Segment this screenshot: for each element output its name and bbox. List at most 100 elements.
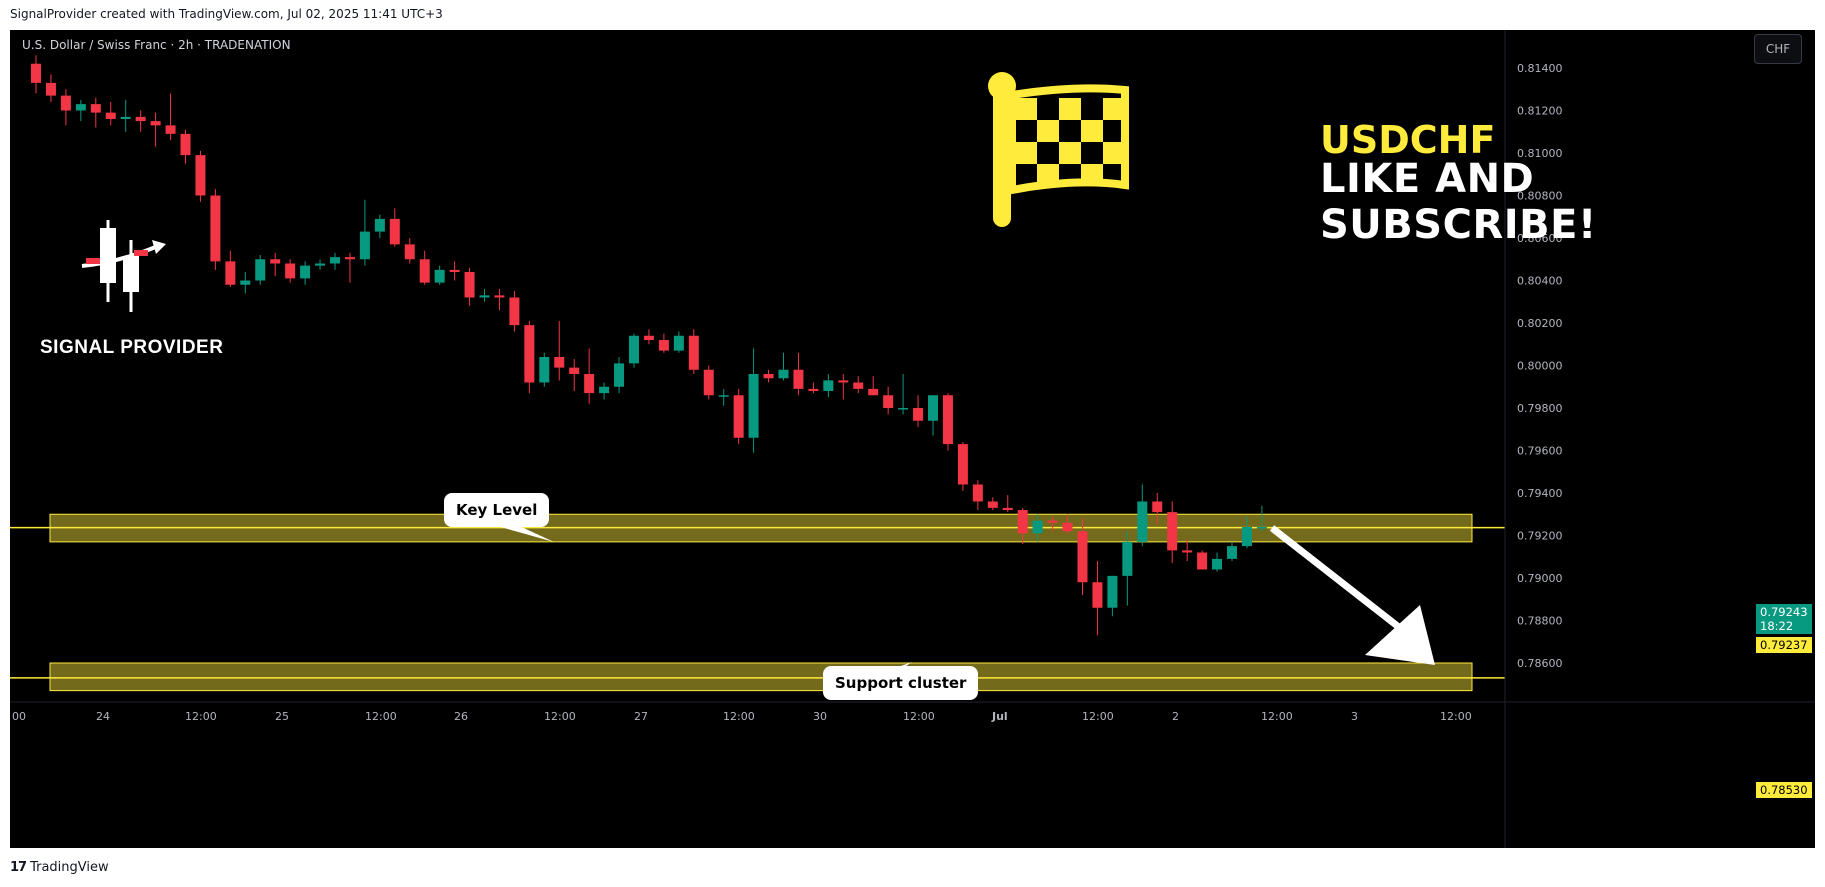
candle-body xyxy=(599,386,610,394)
candle[interactable] xyxy=(359,199,370,266)
candle[interactable] xyxy=(883,386,894,415)
candle[interactable] xyxy=(434,265,445,285)
candle-body xyxy=(419,259,430,283)
candle-body xyxy=(972,484,983,502)
candle[interactable] xyxy=(120,99,131,132)
candle[interactable] xyxy=(823,374,834,398)
candle[interactable] xyxy=(554,320,565,381)
candle-body xyxy=(1241,527,1252,547)
y-tick-label: 0.79000 xyxy=(1517,572,1563,585)
candle[interactable] xyxy=(853,376,864,394)
candle[interactable] xyxy=(898,374,909,415)
candle[interactable] xyxy=(300,261,311,285)
candle[interactable] xyxy=(90,97,101,128)
candle[interactable] xyxy=(913,395,924,428)
candle[interactable] xyxy=(404,238,415,264)
candle[interactable] xyxy=(389,208,400,247)
candle[interactable] xyxy=(240,272,251,294)
support-zone[interactable] xyxy=(49,662,1473,692)
candle[interactable] xyxy=(942,393,953,451)
candle-body xyxy=(210,195,221,262)
candle[interactable] xyxy=(733,388,744,445)
candle[interactable] xyxy=(793,352,804,396)
candle[interactable] xyxy=(105,102,116,126)
candle[interactable] xyxy=(344,252,355,283)
candle[interactable] xyxy=(838,374,849,400)
candle-body xyxy=(315,263,326,266)
candle[interactable] xyxy=(614,357,625,394)
candle[interactable] xyxy=(703,365,714,400)
candle[interactable] xyxy=(45,74,56,102)
candle[interactable] xyxy=(599,382,610,400)
candle[interactable] xyxy=(225,250,236,287)
candle[interactable] xyxy=(150,112,161,147)
candle[interactable] xyxy=(255,255,266,285)
candle[interactable] xyxy=(1002,495,1013,513)
candle[interactable] xyxy=(1197,550,1208,570)
candle[interactable] xyxy=(60,89,71,126)
candle[interactable] xyxy=(718,388,729,406)
candle[interactable] xyxy=(195,150,206,202)
candle[interactable] xyxy=(1241,516,1252,549)
candle[interactable] xyxy=(509,291,520,332)
candle[interactable] xyxy=(643,329,654,345)
candle[interactable] xyxy=(584,348,595,404)
candle[interactable] xyxy=(1062,514,1073,534)
candle[interactable] xyxy=(688,329,699,374)
candle[interactable] xyxy=(1152,493,1163,525)
candle[interactable] xyxy=(957,442,968,491)
candle[interactable] xyxy=(1227,541,1237,561)
candle[interactable] xyxy=(1077,518,1088,596)
currency-button[interactable]: CHF xyxy=(1754,34,1802,64)
candle[interactable] xyxy=(1017,507,1028,544)
candle[interactable] xyxy=(449,261,460,281)
candle[interactable] xyxy=(165,93,176,141)
candle[interactable] xyxy=(1107,575,1118,617)
candle[interactable] xyxy=(330,252,340,270)
candle[interactable] xyxy=(972,480,983,510)
candle[interactable] xyxy=(658,333,669,353)
candle[interactable] xyxy=(808,382,819,394)
candle[interactable] xyxy=(1256,505,1267,532)
candle[interactable] xyxy=(539,352,550,387)
candle[interactable] xyxy=(75,99,86,122)
support-price-tag: 0.78530 xyxy=(1756,782,1812,798)
candle[interactable] xyxy=(1167,501,1178,564)
candle[interactable] xyxy=(928,395,938,436)
candle[interactable] xyxy=(464,267,475,306)
candle[interactable] xyxy=(374,214,385,238)
candle[interactable] xyxy=(763,369,774,383)
candle[interactable] xyxy=(494,289,505,311)
candle[interactable] xyxy=(778,352,789,381)
candle[interactable] xyxy=(569,359,580,391)
candle[interactable] xyxy=(524,320,535,394)
chart-pane[interactable]: 0.81400 0.81200 0.81000 0.80800 0.80600 0.804… xyxy=(10,30,1815,848)
candle[interactable] xyxy=(210,189,221,270)
candle[interactable] xyxy=(868,376,879,396)
symbol-title[interactable]: U.S. Dollar / Swiss Franc · 2h · TRADENA… xyxy=(22,38,291,52)
candle[interactable] xyxy=(1047,516,1058,532)
candle[interactable] xyxy=(270,252,281,277)
candle[interactable] xyxy=(987,497,998,510)
candle[interactable] xyxy=(1137,484,1148,547)
current-price: 0.79243 xyxy=(1760,605,1808,619)
candle[interactable] xyxy=(1092,561,1103,636)
candle[interactable] xyxy=(673,331,684,353)
candle[interactable] xyxy=(315,259,326,270)
candle[interactable] xyxy=(419,250,430,285)
candle[interactable] xyxy=(285,259,296,283)
candle[interactable] xyxy=(748,348,759,453)
candle[interactable] xyxy=(31,55,41,94)
candle[interactable] xyxy=(135,110,146,132)
candle[interactable] xyxy=(1212,552,1223,572)
candle[interactable] xyxy=(1122,531,1133,606)
candle[interactable] xyxy=(180,129,191,164)
candle[interactable] xyxy=(1032,514,1043,542)
candle[interactable] xyxy=(479,289,490,302)
tradingview-footer[interactable]: 17 TradingView xyxy=(10,860,109,875)
candle-body xyxy=(270,259,281,264)
candle[interactable] xyxy=(629,333,639,368)
candle[interactable] xyxy=(1182,539,1193,561)
candlestick-chart[interactable]: 0.81400 0.81200 0.81000 0.80800 0.80600 0.804… xyxy=(10,30,1815,848)
y-tick-label: 0.80800 xyxy=(1517,190,1563,203)
